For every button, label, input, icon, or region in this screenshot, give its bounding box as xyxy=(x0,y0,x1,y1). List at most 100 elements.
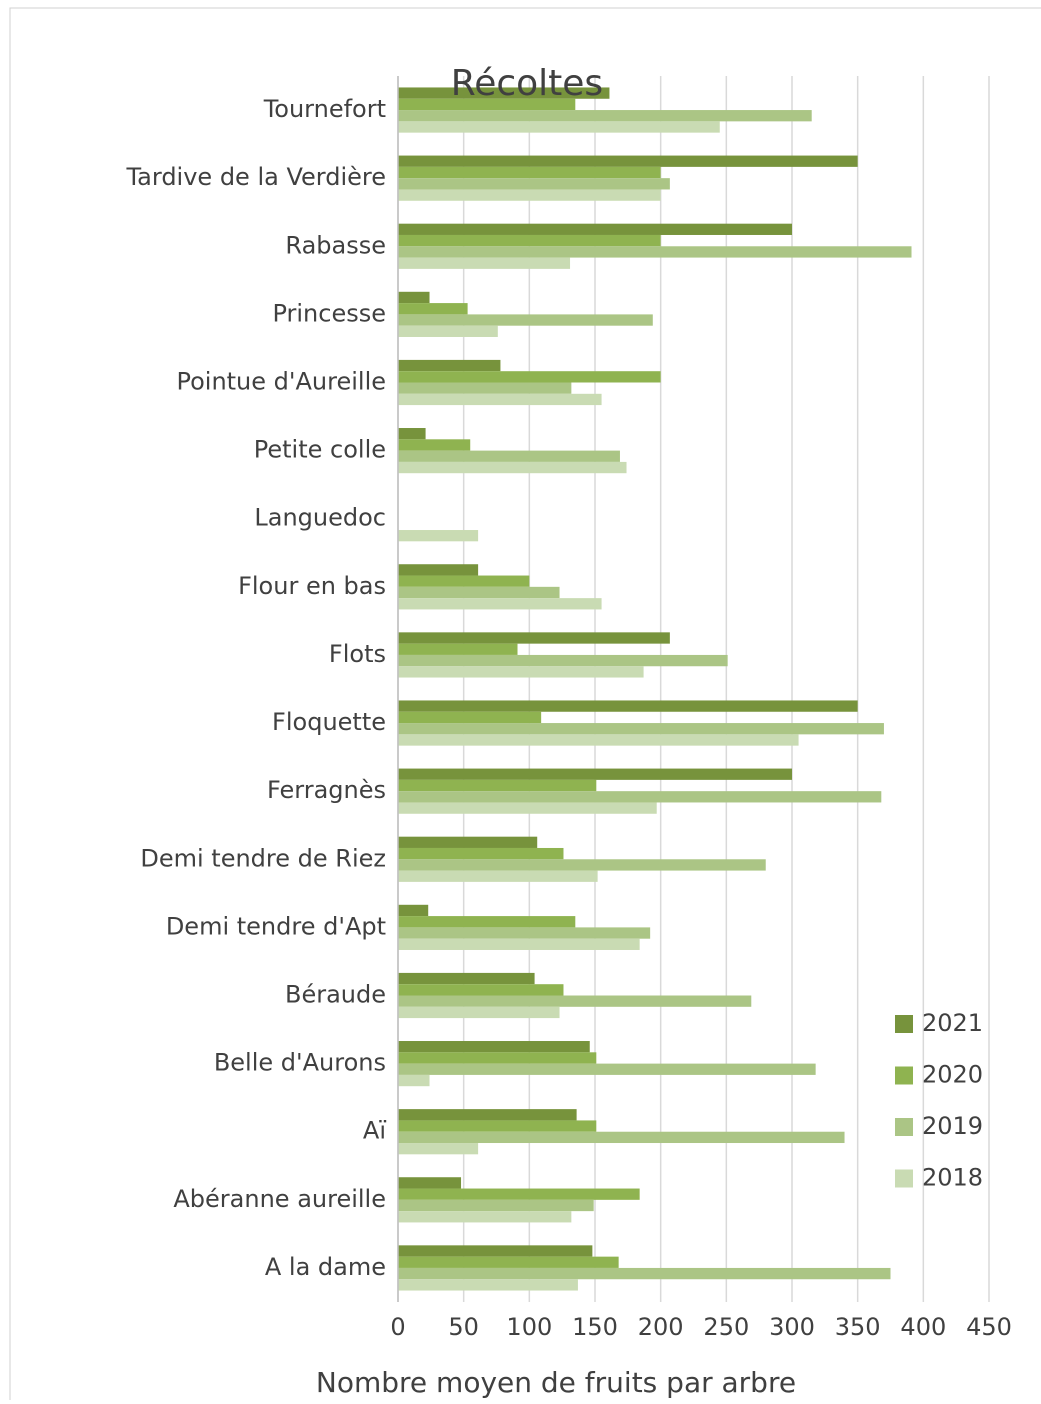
bar xyxy=(398,1267,891,1280)
legend-swatch xyxy=(895,1066,913,1085)
bar xyxy=(398,586,560,599)
y-tick-label: Flots xyxy=(329,640,386,668)
legend-label: 2018 xyxy=(922,1164,983,1192)
bar xyxy=(398,927,651,939)
chart-title: Récoltes xyxy=(451,63,603,104)
y-tick-label: Rabasse xyxy=(285,231,386,259)
bar xyxy=(398,1279,578,1291)
bar xyxy=(398,439,471,451)
bar xyxy=(398,359,501,372)
bar xyxy=(398,1041,590,1053)
bar xyxy=(398,371,661,383)
bar xyxy=(398,1256,619,1268)
legend-swatch xyxy=(895,1169,913,1188)
bar xyxy=(398,847,564,860)
y-tick-label: Flour en bas xyxy=(238,572,386,600)
y-tick-label: Béraude xyxy=(285,981,386,1009)
bar xyxy=(398,836,538,848)
bar xyxy=(398,87,610,99)
bar xyxy=(398,428,426,440)
bar xyxy=(398,530,479,542)
x-tick-label: 0 xyxy=(390,1313,405,1341)
bar xyxy=(398,166,661,179)
legend-label: 2020 xyxy=(922,1061,983,1089)
bar xyxy=(398,1177,462,1189)
bar xyxy=(398,1006,560,1019)
y-tick-label: Demi tendre de Riez xyxy=(140,844,386,872)
bar xyxy=(398,598,602,610)
y-tick-label: A la dame xyxy=(265,1253,386,1281)
y-tick-label: Petite colle xyxy=(254,436,386,464)
x-tick-label: 150 xyxy=(572,1313,618,1341)
bar xyxy=(398,1120,597,1132)
y-tick-label: Ferragnès xyxy=(267,776,386,804)
x-tick-label: 250 xyxy=(703,1313,749,1341)
bar xyxy=(398,564,479,576)
x-tick-label: 200 xyxy=(638,1313,684,1341)
y-tick-label: Floquette xyxy=(272,708,386,736)
x-tick-label: 350 xyxy=(835,1313,881,1341)
bar xyxy=(398,1063,816,1075)
y-tick-label: Tardive de la Verdière xyxy=(125,163,386,191)
bar xyxy=(398,291,430,304)
bar xyxy=(398,802,657,814)
bar xyxy=(398,995,752,1007)
y-tick-label: Pointue d'Aureille xyxy=(176,368,386,396)
bar xyxy=(398,382,572,394)
bar xyxy=(398,984,564,996)
bar xyxy=(398,1245,593,1257)
x-axis-label: Nombre moyen de fruits par arbre xyxy=(316,1366,796,1399)
chart-frame xyxy=(9,7,1041,1404)
bar xyxy=(398,711,542,724)
legend-swatch xyxy=(895,1015,913,1033)
bar xyxy=(398,779,597,792)
x-tick-label: 50 xyxy=(448,1313,479,1341)
legend-swatch xyxy=(895,1118,913,1136)
bar xyxy=(398,700,858,712)
bar xyxy=(398,110,812,122)
y-tick-label: Abéranne aureille xyxy=(173,1185,386,1213)
bar xyxy=(398,723,884,735)
y-tick-label: Aï xyxy=(363,1117,386,1145)
bar xyxy=(398,575,530,587)
x-tick-label: 450 xyxy=(966,1313,1012,1341)
bar xyxy=(398,1188,640,1200)
bar xyxy=(398,257,571,269)
legend-label: 2019 xyxy=(922,1112,983,1140)
bar xyxy=(398,1109,577,1121)
bar xyxy=(398,325,498,337)
x-tick-label: 400 xyxy=(900,1313,946,1341)
bar xyxy=(398,1143,479,1155)
bar xyxy=(398,938,640,950)
bar xyxy=(398,666,644,678)
bar xyxy=(398,870,598,882)
bar xyxy=(398,654,728,667)
x-tick-label: 100 xyxy=(506,1313,552,1341)
bar xyxy=(398,450,620,462)
bar xyxy=(398,791,882,803)
bar xyxy=(398,916,576,928)
x-tick-label: 300 xyxy=(769,1313,815,1341)
bar xyxy=(398,189,661,201)
bar xyxy=(398,461,627,474)
bar xyxy=(398,1052,597,1064)
bar xyxy=(398,223,792,235)
y-tick-label: Demi tendre d'Apt xyxy=(166,912,386,940)
y-tick-label: Belle d'Aurons xyxy=(214,1049,386,1077)
y-tick-label: Languedoc xyxy=(254,504,386,532)
bar xyxy=(398,632,670,644)
bar xyxy=(398,393,602,406)
legend-label: 2021 xyxy=(922,1009,983,1037)
y-tick-label: Tournefort xyxy=(263,95,386,123)
bar xyxy=(398,768,792,780)
bar xyxy=(398,904,429,917)
bar xyxy=(398,1211,572,1223)
bar xyxy=(398,121,720,133)
y-tick-label: Princesse xyxy=(272,299,386,327)
bar xyxy=(398,859,766,871)
bar xyxy=(398,98,576,111)
bar xyxy=(398,1131,845,1144)
bar xyxy=(398,1199,594,1212)
bar xyxy=(398,643,518,655)
